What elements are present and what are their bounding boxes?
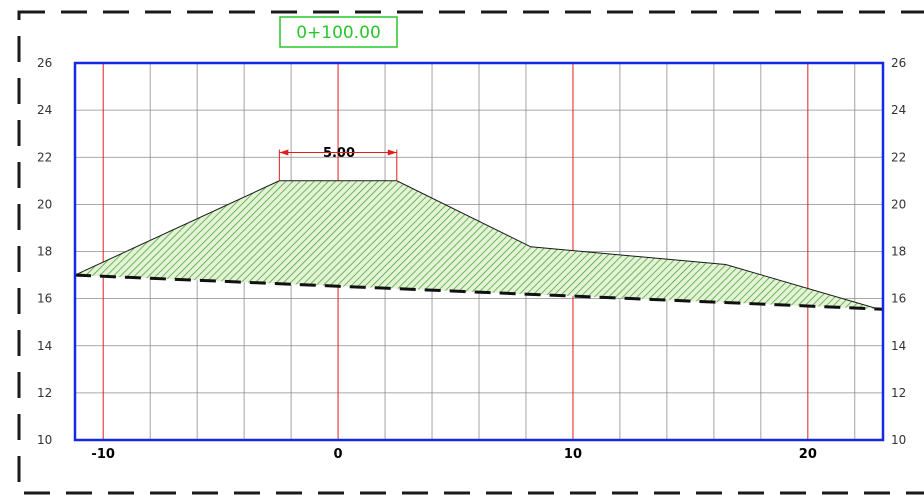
- y-tick-label-right: 10: [891, 433, 906, 447]
- y-tick-label-left: 14: [37, 339, 52, 353]
- station-label: 0+100.00: [296, 23, 381, 43]
- y-tick-label-left: 16: [37, 292, 52, 306]
- design-profile-line: [74, 180, 884, 311]
- x-tick-label: 20: [799, 447, 817, 462]
- plot-border-rect: [73, 61, 885, 442]
- y-tick-label-left: 12: [37, 386, 52, 400]
- fill-hatch-area: [75, 180, 883, 311]
- y-axis-right-labels: 26 24 22 20 18 16 14 12 10: [891, 56, 906, 447]
- x-tick-label: -10: [91, 447, 115, 462]
- dimension-label: 5.00: [323, 146, 355, 161]
- y-tick-label-right: 26: [891, 56, 906, 70]
- y-tick-label-right: 16: [891, 292, 906, 306]
- dimension-arrow-left: [279, 149, 289, 156]
- y-tick-label-left: 20: [37, 197, 52, 211]
- y-tick-label-right: 22: [891, 150, 906, 164]
- y-tick-label-left: 22: [37, 150, 52, 164]
- cut-fill-area: [75, 180, 883, 311]
- x-axis-labels: -10 0 10 20: [91, 447, 816, 462]
- y-tick-label-right: 14: [891, 339, 906, 353]
- y-axis-left-labels: 26 24 22 20 18 16 14 12 10: [37, 56, 52, 447]
- x-tick-label: 10: [564, 447, 582, 462]
- dimension-arrow-right: [387, 149, 397, 156]
- y-tick-label-left: 18: [37, 245, 52, 259]
- y-tick-label-left: 10: [37, 433, 52, 447]
- existing-ground-line: [74, 273, 884, 311]
- plot-border: [73, 61, 885, 442]
- y-tick-label-right: 24: [891, 103, 906, 117]
- y-tick-label-right: 12: [891, 386, 906, 400]
- sheet-frame: [17, 10, 924, 495]
- x-tick-label: 0: [334, 447, 343, 462]
- y-tick-label-right: 20: [891, 197, 906, 211]
- y-tick-label-left: 26: [37, 56, 52, 70]
- profile-lines: [74, 180, 884, 311]
- y-tick-label-left: 24: [37, 103, 52, 117]
- width-dimension: 5.00: [278, 146, 398, 181]
- station-label-box: [279, 16, 398, 48]
- y-tick-label-right: 18: [891, 245, 906, 259]
